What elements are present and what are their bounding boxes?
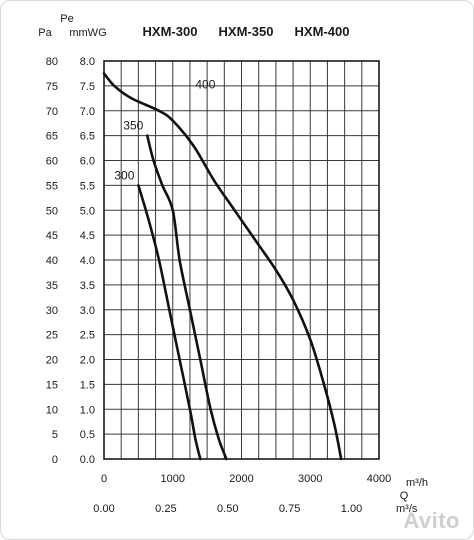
y-tick-label-mmwg: 6.5 (80, 131, 95, 143)
grid (103, 60, 380, 460)
x-axis-m3s-unit: m³/s (396, 503, 418, 515)
y-tick-label-mmwg: 1.0 (80, 404, 95, 416)
y-tick-label-pa: 65 (46, 131, 58, 143)
y-tick-label-mmwg: 8.0 (80, 56, 95, 68)
model-label-hxm-300: HXM-300 (143, 24, 198, 39)
y-tick-label-mmwg: 6.0 (80, 156, 95, 168)
y-tick-label-mmwg: 2.5 (80, 330, 95, 342)
x-axis-m3h-unit: m³/h (406, 477, 428, 489)
y-tick-label-pa: 20 (46, 355, 58, 367)
x-tick-label-m3h: 0 (101, 473, 107, 485)
y-tick-label-pa: 10 (46, 404, 58, 416)
model-label-hxm-350: HXM-350 (219, 24, 274, 39)
y-tick-label-pa: 55 (46, 180, 58, 192)
y-tick-label-mmwg: 2.0 (80, 355, 95, 367)
y-tick-label-pa: 40 (46, 255, 58, 267)
y-axis-pe-label: Pe (60, 13, 73, 25)
y-tick-label-pa: 70 (46, 106, 58, 118)
series-label-350: 350 (123, 119, 143, 133)
y-tick-label-mmwg: 5.5 (80, 180, 95, 192)
y-tick-label-pa: 80 (46, 56, 58, 68)
x-tick-label-m3s: 0.25 (155, 503, 176, 515)
series-layer: 300 350 400 (102, 72, 343, 461)
model-label-hxm-400: HXM-400 (295, 24, 350, 39)
x-tick-label-m3h: 3000 (298, 473, 322, 485)
y-tick-label-pa: 45 (46, 230, 58, 242)
y-tick-label-pa: 75 (46, 81, 58, 93)
y-tick-label-mmwg: 0.0 (80, 454, 95, 466)
y-tick-label-mmwg: 7.5 (80, 81, 95, 93)
x-tick-label-m3s: 0.00 (93, 503, 114, 515)
y-tick-label-mmwg: 3.0 (80, 305, 95, 317)
series-line-400 (102, 72, 343, 461)
x-axis-q-label: Q (400, 490, 409, 502)
x-tick-label-m3h: 4000 (367, 473, 391, 485)
y-tick-label-pa: 50 (46, 205, 58, 217)
y-axis-pa-label: Pa (38, 27, 52, 39)
series-label-400: 400 (195, 77, 215, 91)
y-tick-label-pa: 30 (46, 305, 58, 317)
x-tick-label-m3s: 0.75 (279, 503, 300, 515)
y-tick-label-mmwg: 4.0 (80, 255, 95, 267)
y-tick-label-pa: 25 (46, 330, 58, 342)
y-tick-label-mmwg: 1.5 (80, 379, 95, 391)
x-tick-label-m3h: 1000 (161, 473, 185, 485)
avito-watermark: Avito (403, 508, 460, 533)
x-tick-label-m3s: 1.00 (341, 503, 362, 515)
y-tick-label-pa: 60 (46, 156, 58, 168)
y-tick-label-mmwg: 0.5 (80, 429, 95, 441)
y-tick-label-pa: 0 (52, 454, 58, 466)
y-tick-label-pa: 5 (52, 429, 58, 441)
plot-border (103, 60, 380, 460)
y-tick-label-pa: 15 (46, 379, 58, 391)
series-line-350 (146, 134, 228, 461)
y-tick-label-mmwg: 4.5 (80, 230, 95, 242)
series-label-300: 300 (114, 168, 134, 182)
y-axis-mmwg-label: mmWG (69, 27, 106, 39)
y-tick-label-mmwg: 5.0 (80, 205, 95, 217)
y-tick-label-mmwg: 7.0 (80, 106, 95, 118)
y-tick-label-mmwg: 3.5 (80, 280, 95, 292)
x-tick-label-m3s: 0.50 (217, 503, 238, 515)
series-line-300 (137, 184, 202, 461)
tick-labels: 0 5 10 15 20 25 30 35 40 45 50 55 60 65 70 75 80 0.0 0.5 1.… (46, 56, 391, 515)
x-tick-label-m3h: 2000 (229, 473, 253, 485)
y-tick-label-pa: 35 (46, 280, 58, 292)
